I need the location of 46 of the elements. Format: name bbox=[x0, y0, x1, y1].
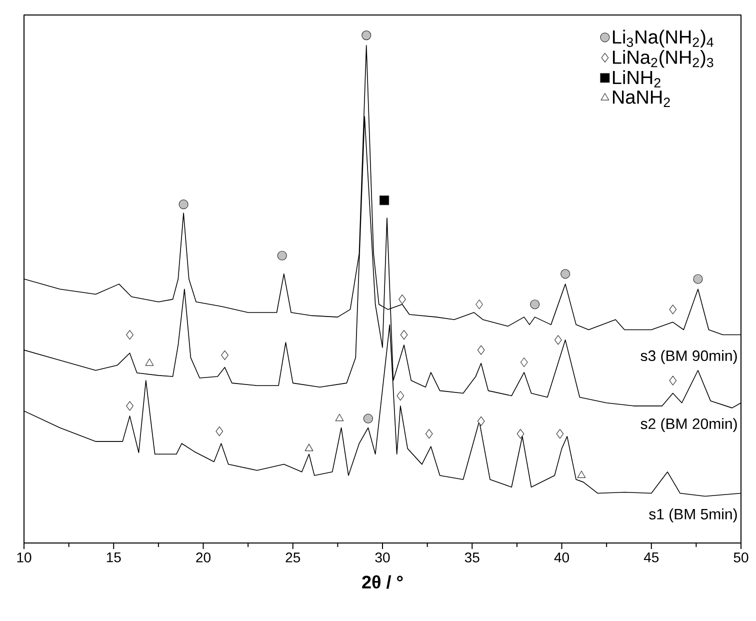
point bbox=[304, 444, 314, 452]
point bbox=[398, 294, 406, 304]
point bbox=[476, 300, 483, 310]
point bbox=[520, 357, 528, 368]
series-label: s2 (BM 20min) bbox=[640, 418, 737, 432]
x-tick-label: 10 bbox=[17, 552, 32, 562]
legend-label: LiNH$_{2}$ bbox=[612, 70, 660, 88]
point bbox=[126, 401, 134, 411]
x-tick-label: 50 bbox=[734, 552, 748, 562]
point bbox=[363, 414, 373, 424]
point bbox=[669, 304, 677, 314]
legend-label: NaNH$_{2}$ bbox=[612, 90, 670, 107]
x-tick-label: 40 bbox=[554, 552, 569, 562]
point bbox=[693, 274, 703, 284]
x-tick-label: 45 bbox=[644, 552, 659, 562]
point bbox=[477, 416, 485, 426]
point bbox=[425, 429, 433, 439]
point bbox=[216, 426, 224, 436]
point bbox=[178, 200, 188, 210]
point bbox=[516, 429, 524, 439]
series-label: s3 (BM 90min) bbox=[640, 350, 737, 364]
x-tick-label: 35 bbox=[464, 552, 480, 562]
x-tick-label: 15 bbox=[106, 552, 121, 562]
point bbox=[477, 345, 485, 355]
point bbox=[530, 300, 540, 310]
point bbox=[379, 195, 390, 206]
point bbox=[126, 330, 134, 340]
point bbox=[556, 429, 564, 439]
series-label: s1 (BM 5min) bbox=[649, 508, 737, 522]
point bbox=[669, 376, 677, 386]
x-tick-label: 30 bbox=[375, 552, 390, 562]
legend-label: LiNa$_{2}$(NH$_{2}$)$_{3}$ bbox=[612, 50, 714, 68]
legend-label: Li$_{3}$Na(NH$_{2}$)$_{4}$ bbox=[612, 30, 714, 48]
x-axis-title: 2θ / ° bbox=[362, 575, 403, 589]
point bbox=[396, 390, 404, 401]
point bbox=[362, 30, 372, 40]
point bbox=[335, 414, 344, 422]
point bbox=[400, 330, 408, 340]
x-tick-label: 25 bbox=[286, 552, 300, 562]
point bbox=[560, 269, 570, 279]
point bbox=[145, 358, 154, 366]
x-tick-label: 20 bbox=[196, 552, 210, 562]
point bbox=[221, 350, 228, 360]
point bbox=[577, 470, 586, 478]
point bbox=[277, 250, 287, 260]
point bbox=[554, 335, 562, 345]
